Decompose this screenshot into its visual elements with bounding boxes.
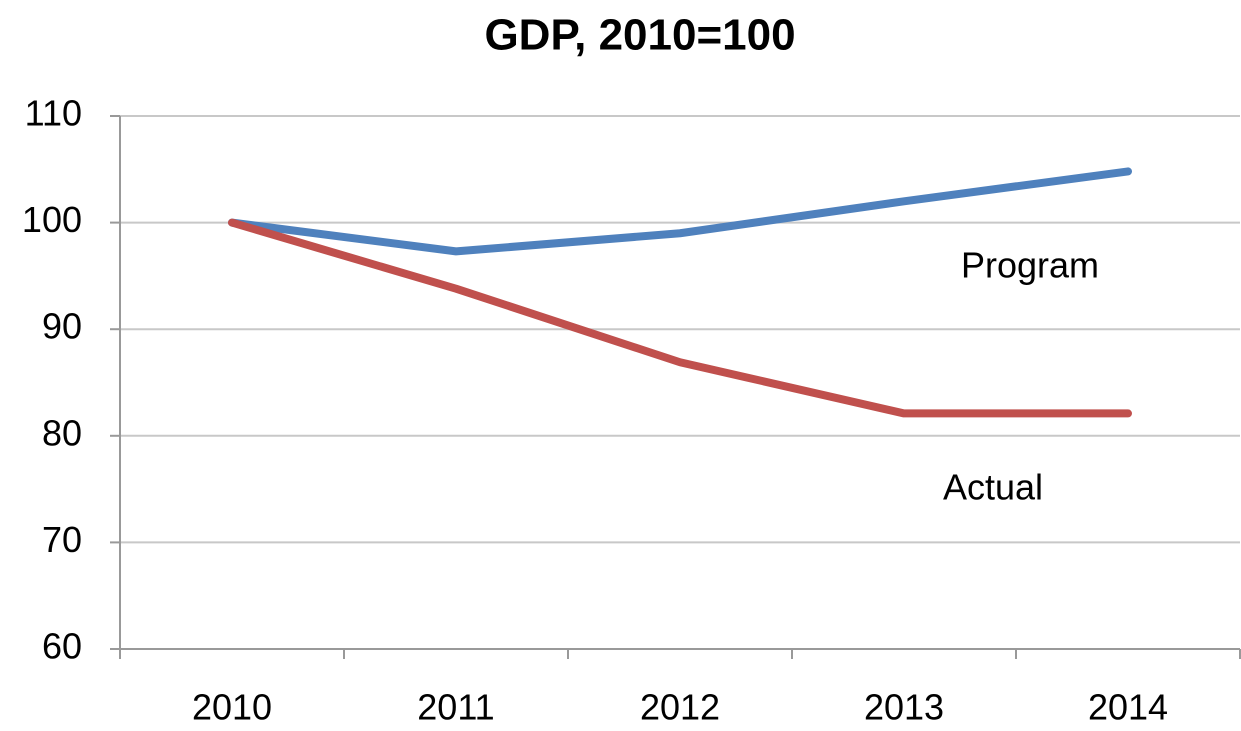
x-tick-label: 2013 xyxy=(864,687,944,728)
y-tick-label: 110 xyxy=(25,93,82,134)
x-tick-label: 2011 xyxy=(417,687,494,728)
series-label: Actual xyxy=(943,467,1043,508)
y-tick-label: 100 xyxy=(22,199,82,240)
x-tick-label: 2010 xyxy=(192,687,272,728)
series-label: Program xyxy=(961,245,1099,286)
y-tick-label: 90 xyxy=(42,306,82,347)
y-tick-label: 80 xyxy=(42,412,82,453)
series-line xyxy=(228,218,1132,418)
series-line xyxy=(228,167,1132,256)
chart-title: GDP, 2010=100 xyxy=(484,11,795,60)
x-tick-label: 2014 xyxy=(1088,687,1168,728)
y-tick-label: 60 xyxy=(42,626,82,667)
y-tick-label: 70 xyxy=(42,519,82,560)
x-tick-label: 2012 xyxy=(640,687,720,728)
